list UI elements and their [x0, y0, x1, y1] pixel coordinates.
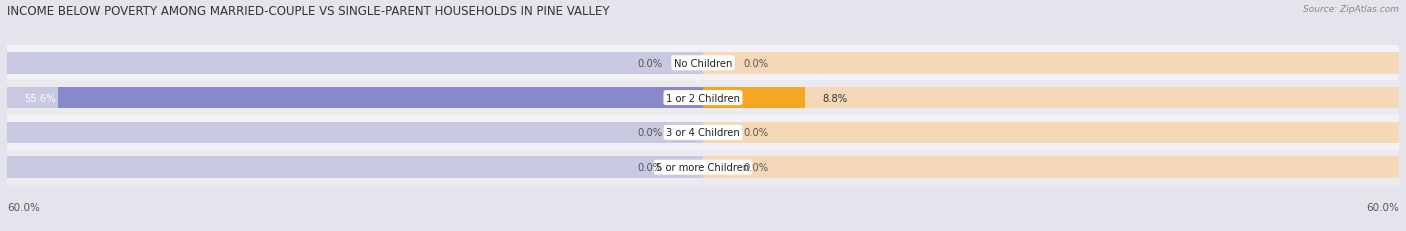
Bar	[703, 53, 1399, 74]
Text: 0.0%: 0.0%	[637, 128, 662, 138]
Text: No Children: No Children	[673, 58, 733, 69]
Bar	[58, 87, 703, 109]
Bar	[703, 87, 1399, 109]
Bar	[7, 46, 1399, 81]
Text: INCOME BELOW POVERTY AMONG MARRIED-COUPLE VS SINGLE-PARENT HOUSEHOLDS IN PINE VA: INCOME BELOW POVERTY AMONG MARRIED-COUPL…	[7, 5, 610, 18]
Text: 0.0%: 0.0%	[637, 58, 662, 69]
Text: 0.0%: 0.0%	[637, 162, 662, 173]
Text: 5 or more Children: 5 or more Children	[657, 162, 749, 173]
Text: 8.8%: 8.8%	[823, 93, 848, 103]
Text: 0.0%: 0.0%	[744, 162, 769, 173]
Bar	[7, 87, 703, 109]
Text: 55.6%: 55.6%	[24, 93, 56, 103]
Text: 3 or 4 Children: 3 or 4 Children	[666, 128, 740, 138]
Bar	[703, 87, 806, 109]
Text: 60.0%: 60.0%	[7, 203, 39, 213]
Bar	[703, 122, 1399, 143]
Bar	[7, 116, 1399, 150]
Text: 0.0%: 0.0%	[744, 128, 769, 138]
Bar	[7, 53, 703, 74]
Text: 0.0%: 0.0%	[744, 58, 769, 69]
Bar	[7, 81, 1399, 116]
Text: 60.0%: 60.0%	[1367, 203, 1399, 213]
Text: 1 or 2 Children: 1 or 2 Children	[666, 93, 740, 103]
Bar	[7, 157, 703, 178]
Bar	[703, 157, 1399, 178]
Bar	[7, 122, 703, 143]
Bar	[7, 150, 1399, 185]
Text: Source: ZipAtlas.com: Source: ZipAtlas.com	[1303, 5, 1399, 14]
